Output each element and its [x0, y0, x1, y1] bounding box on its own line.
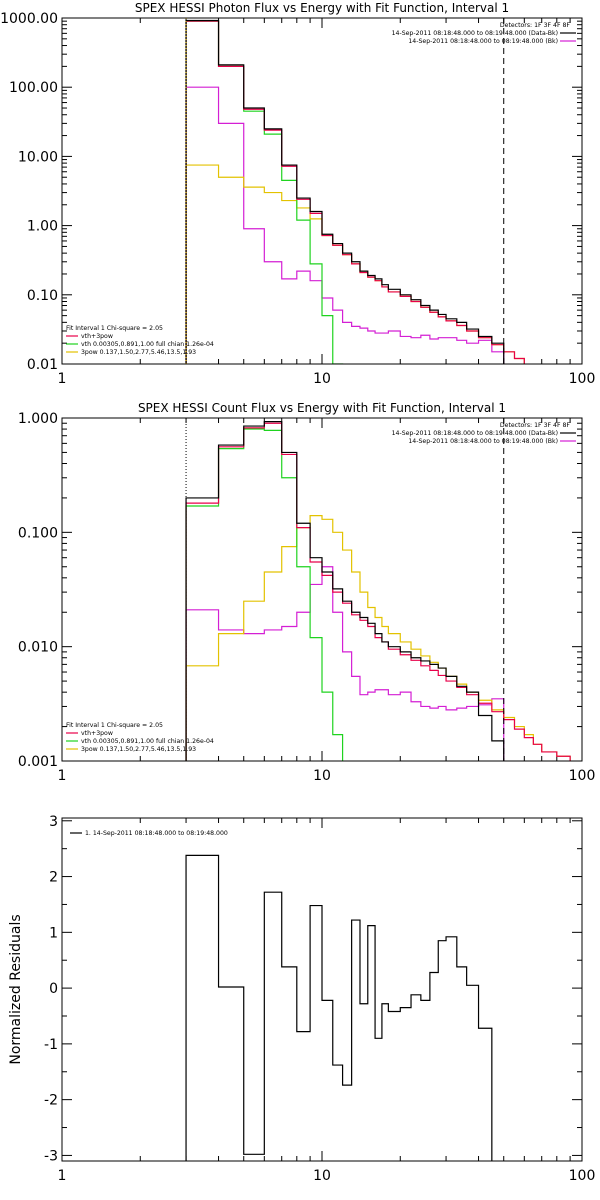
y-tick-label: 1	[49, 925, 58, 941]
x-tick-label: 10	[313, 768, 331, 784]
y-tick-label: 100.00	[9, 80, 58, 96]
y-tick-label: 1.00	[27, 219, 58, 235]
y-tick-label: 0.10	[27, 288, 58, 304]
y-tick-label: -3	[44, 1148, 58, 1164]
series-group	[185, 19, 525, 364]
data-series-line	[185, 421, 505, 761]
y-axis-label: Normalized Residuals	[8, 914, 24, 1064]
legend-entry-label: vth+3pow	[81, 730, 113, 737]
powerlaw-series-line	[185, 515, 571, 761]
legend-entry-label: 14-Sep-2011 08:18:48.000 to 08:19:48.000…	[392, 430, 558, 437]
background-series-line	[185, 86, 505, 364]
legend-entry-label: vth+3pow	[81, 333, 113, 340]
x-tick-label: 1	[58, 768, 67, 784]
legend-entry-label: 14-Sep-2011 08:18:48.000 to 08:19:48.000…	[392, 30, 558, 37]
legend-entry-label: 14-Sep-2011 08:18:48.000 to 08:19:48.000…	[408, 38, 558, 45]
thermal-series-line	[185, 20, 344, 364]
legend-entry-label: 3pow 0.137,1.50,2.77,5.46,13.5,1.93	[81, 349, 196, 356]
y-tick-label: -2	[44, 1093, 58, 1109]
x-tick-label: 100	[569, 768, 596, 784]
legend-detectors: Detectors: 1F 3F 4F 8F	[500, 422, 571, 429]
y-tick-label: 10.00	[18, 149, 58, 165]
y-tick-label: 2	[49, 870, 58, 886]
y-tick-label: 0.001	[18, 754, 58, 770]
legend-entry-label: 3pow 0.137,1.50,2.77,5.46,13.5,1.93	[81, 746, 196, 753]
y-tick-label: 1.000	[18, 411, 58, 427]
x-tick-label: 100	[569, 1168, 596, 1184]
series-group	[185, 854, 493, 1161]
x-tick-label: 10	[313, 1168, 331, 1184]
thermal-series-line	[185, 428, 344, 761]
y-tick-label: 1000.00	[0, 11, 58, 27]
y-tick-label: 0.01	[27, 357, 58, 373]
legend-detectors: Detectors: 1F 3F 4F 8F	[500, 22, 571, 29]
y-axis-ticks	[62, 820, 582, 1156]
chart-title: SPEX HESSI Count Flux vs Energy with Fit…	[138, 401, 506, 415]
x-tick-label: 100	[569, 371, 596, 387]
legend-entry-label: 1. 14-Sep-2011 08:18:48.000 to 08:19:48.…	[85, 830, 228, 837]
data-series-line	[185, 19, 505, 364]
photon-flux-panel: SPEX HESSI Photon Flux vs Energy with Fi…	[0, 1, 595, 387]
powerlaw-series-line	[185, 164, 525, 364]
y-tick-label: 3	[49, 814, 58, 830]
series-group	[185, 421, 571, 761]
plot-frame	[61, 417, 583, 762]
legend-header: Fit Interval 1 Chi-square = 2.05	[66, 722, 163, 729]
y-tick-label: 0.100	[18, 525, 58, 541]
x-tick-label: 10	[313, 371, 331, 387]
count-flux-panel: SPEX HESSI Count Flux vs Energy with Fit…	[18, 401, 595, 784]
chart-title: SPEX HESSI Photon Flux vs Energy with Fi…	[135, 1, 509, 15]
residuals-series-line	[185, 854, 493, 1161]
plot-frame	[61, 17, 583, 365]
legend-entry-label: 14-Sep-2011 08:18:48.000 to 08:19:48.000…	[408, 438, 558, 445]
x-tick-label: 1	[58, 371, 67, 387]
total-series-line	[185, 20, 525, 364]
background-series-line	[185, 566, 505, 761]
legend-entry-label: vth 0.00305,0.891,1.00 full chian 1.26e-…	[81, 738, 214, 745]
y-tick-label: -1	[44, 1037, 58, 1053]
y-tick-label: 0.010	[18, 640, 58, 656]
plot-frame	[61, 817, 583, 1162]
total-series-line	[185, 422, 571, 761]
x-tick-label: 1	[58, 1168, 67, 1184]
legend-header: Fit Interval 1 Chi-square = 2.05	[66, 325, 163, 332]
y-tick-label: 0	[49, 981, 58, 997]
legend-entry-label: vth 0.00305,0.891,1.00 full chian 1.26e-…	[81, 341, 214, 348]
